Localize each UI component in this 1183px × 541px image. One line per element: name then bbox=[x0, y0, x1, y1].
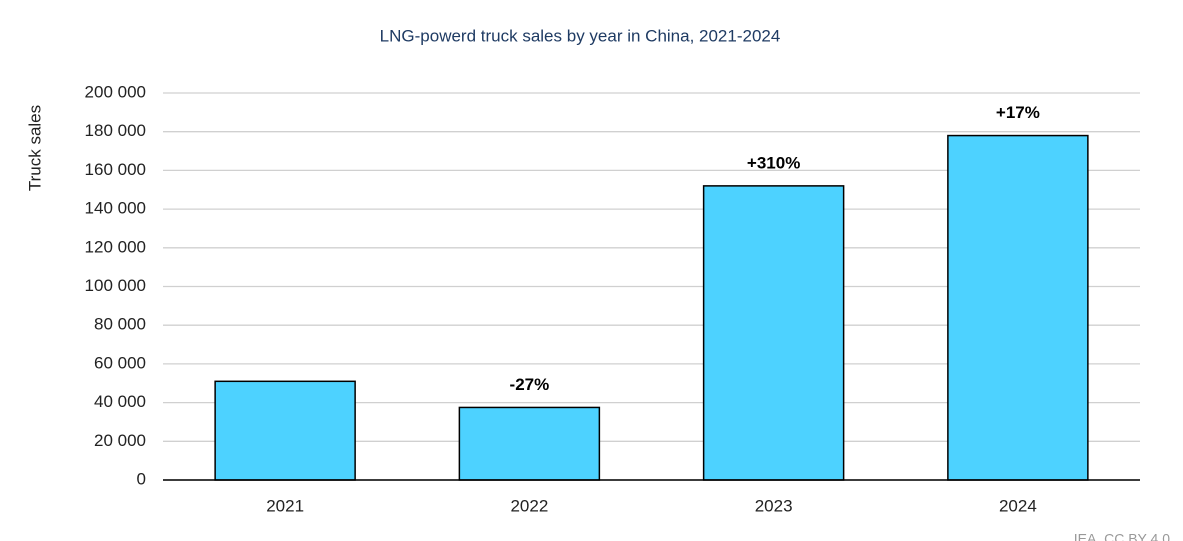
annotation: +17% bbox=[996, 103, 1040, 122]
y-tick-label: 100 000 bbox=[85, 276, 146, 295]
x-tick-label: 2023 bbox=[755, 496, 793, 515]
bar bbox=[947, 134, 1089, 481]
y-tick-label: 120 000 bbox=[85, 237, 146, 256]
y-tick-label: 80 000 bbox=[94, 315, 146, 334]
bar bbox=[702, 185, 845, 481]
annotation: +310% bbox=[747, 153, 800, 172]
y-tick-label: 160 000 bbox=[85, 160, 146, 179]
y-tick-label: 180 000 bbox=[85, 121, 146, 140]
y-tick-label: 0 bbox=[137, 469, 146, 488]
x-tick-label: 2021 bbox=[266, 496, 304, 515]
y-tick-label: 200 000 bbox=[85, 82, 146, 101]
x-tick-label: 2022 bbox=[510, 496, 548, 515]
source: IEA. CC BY 4.0 bbox=[1074, 531, 1170, 541]
annotation: -27% bbox=[510, 375, 550, 394]
y-tick-label: 40 000 bbox=[94, 392, 146, 411]
y-tick-label: 20 000 bbox=[94, 431, 146, 450]
x-tick-label: 2024 bbox=[999, 496, 1037, 515]
y-tick-label: 60 000 bbox=[94, 353, 146, 372]
y-tick-label: 140 000 bbox=[85, 199, 146, 218]
chart-title: LNG-powerd truck sales by year in China,… bbox=[380, 26, 781, 45]
bar bbox=[458, 406, 601, 481]
bar bbox=[214, 380, 356, 481]
y-axis-label: Truck sales bbox=[25, 105, 44, 191]
